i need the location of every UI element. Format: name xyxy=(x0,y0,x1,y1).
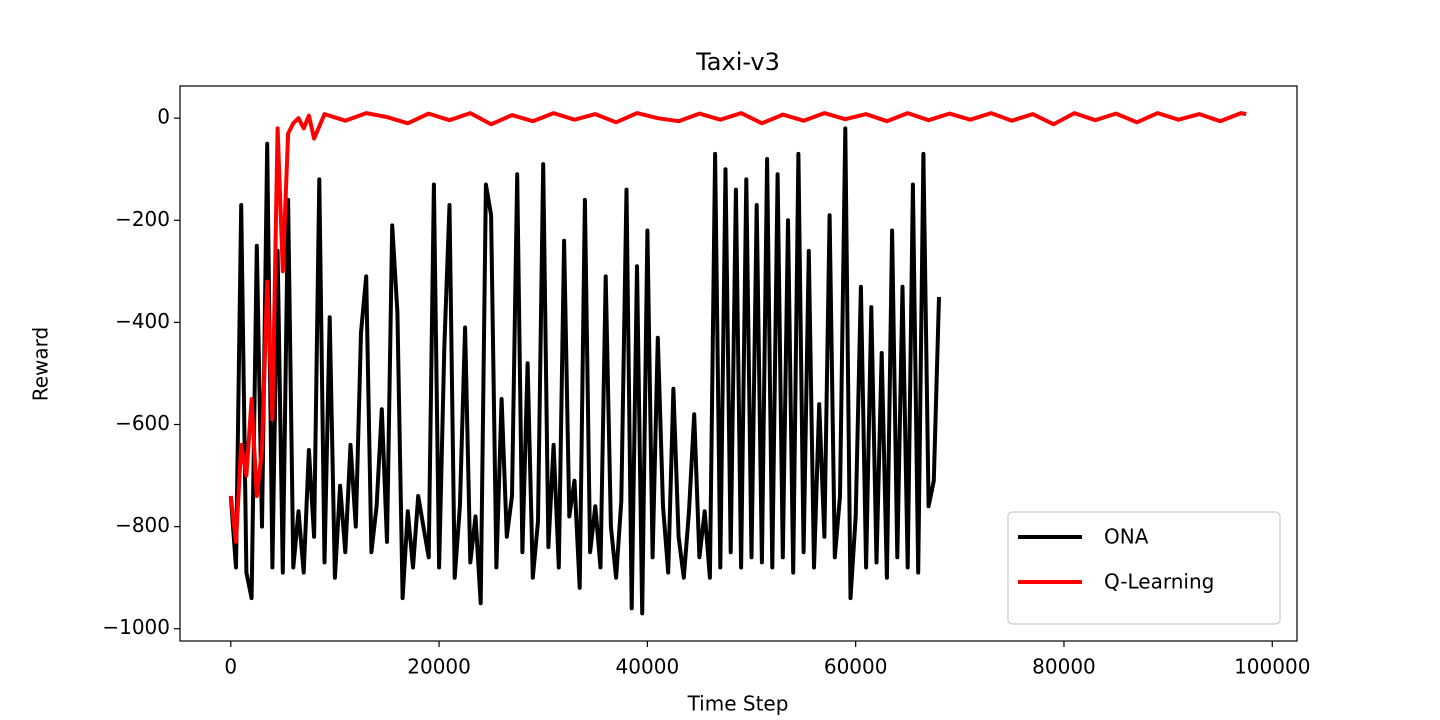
legend-label: Q-Learning xyxy=(1104,570,1214,594)
y-tick-label: −600 xyxy=(115,411,170,435)
x-tick-label: 0 xyxy=(224,655,237,679)
legend-label: ONA xyxy=(1104,525,1149,549)
x-tick-label: 100000 xyxy=(1234,655,1310,679)
y-axis-label: Reward xyxy=(29,327,53,401)
x-tick-label: 80000 xyxy=(1032,655,1096,679)
x-tick-label: 60000 xyxy=(824,655,888,679)
x-tick-label: 40000 xyxy=(616,655,680,679)
y-tick-label: −200 xyxy=(115,207,170,231)
legend-box xyxy=(1007,511,1281,625)
y-tick-label: −1000 xyxy=(102,615,170,639)
y-tick-label: −400 xyxy=(115,309,170,333)
chart-title: Taxi-v3 xyxy=(695,48,780,76)
y-tick-label: −800 xyxy=(115,513,170,537)
line xyxy=(228,126,941,616)
x-tick-label: 20000 xyxy=(407,655,471,679)
y-tick-label: 0 xyxy=(157,105,170,129)
plot-frame xyxy=(179,85,1298,642)
x-axis-label: Time Step xyxy=(687,692,789,716)
line xyxy=(228,111,1247,544)
